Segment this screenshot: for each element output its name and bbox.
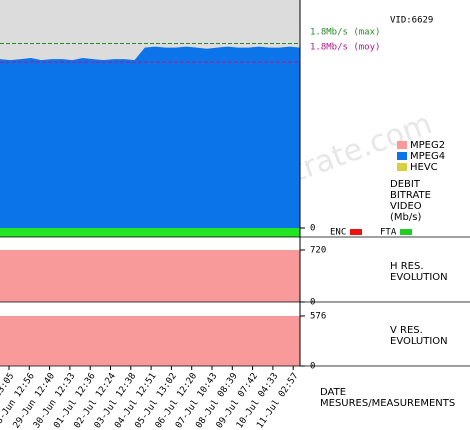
legend-label: MPEG2 <box>410 140 445 151</box>
axis-label: EVOLUTION <box>390 336 448 347</box>
axis-label: (Mb/s) <box>390 212 421 223</box>
legend-swatch <box>397 141 407 149</box>
area <box>0 46 300 228</box>
axis-label: EVOLUTION <box>390 272 448 283</box>
legend-swatch <box>397 163 407 171</box>
status-strip <box>0 228 300 237</box>
flag-swatch <box>350 229 362 235</box>
vid-label: VID:6629 <box>390 16 433 26</box>
axis-label: H RES. <box>390 261 424 272</box>
flag-label: ENC <box>330 228 346 238</box>
reference-label: 1.8Mb/s (max) <box>310 28 380 38</box>
y-tick-label: 0 <box>310 224 315 234</box>
y-tick-label: 0 <box>310 362 315 372</box>
axis-label: V RES. <box>390 325 423 336</box>
y-tick-label: 0 <box>310 298 315 308</box>
area <box>0 315 300 366</box>
legend-label: MPEG4 <box>410 151 445 162</box>
y-tick-label: 720 <box>310 245 326 255</box>
legend-swatch <box>397 152 407 160</box>
axis-label: DEBIT <box>390 179 421 190</box>
x-axis-label: DATE <box>320 387 346 398</box>
flag-label: FTA <box>380 228 397 238</box>
y-tick-label: 576 <box>310 311 326 321</box>
axis-label: BITRATE <box>390 190 431 201</box>
legend-label: HEVC <box>410 162 438 173</box>
axis-label: VIDEO <box>390 201 422 212</box>
reference-label: 1.8Mb/s (moy) <box>310 43 380 53</box>
x-axis-label: MESURES/MEASUREMENTS <box>320 398 455 409</box>
area <box>0 249 300 302</box>
flag-swatch <box>400 229 412 235</box>
